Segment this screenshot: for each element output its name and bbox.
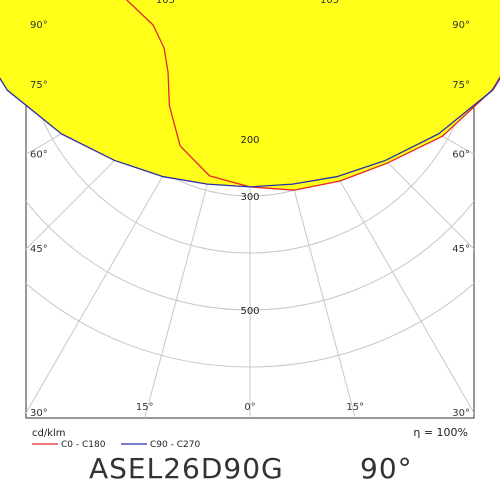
model-name: ASEL26D90G bbox=[89, 452, 284, 485]
radial-tick-200: 200 bbox=[240, 135, 259, 146]
angle-tick-left-60: 60° bbox=[30, 149, 48, 160]
angle-tick-right-15: 15° bbox=[346, 402, 364, 413]
legend-label-c0-c180: C0 - C180 bbox=[61, 440, 106, 450]
fill-c90-c270 bbox=[0, 0, 500, 187]
angle-tick-right-0: 0° bbox=[244, 402, 255, 413]
photometric-fill bbox=[0, 0, 500, 191]
angle-tick-left-30: 30° bbox=[30, 408, 48, 419]
angle-tick-labels: 105° 105° 90° 90° 75° 75° 60° 60° 45° 45° 30° 30° 15… bbox=[30, 0, 470, 419]
efficiency-label: η = 100% bbox=[413, 426, 468, 439]
legend-label-c90-c270: C90 - C270 bbox=[150, 440, 200, 450]
angle-tick-right-30: 30° bbox=[452, 408, 470, 419]
angle-tick-left-75: 75° bbox=[30, 80, 48, 91]
angle-tick-right-75: 75° bbox=[452, 80, 470, 91]
angle-tick-left-15: 15° bbox=[136, 402, 154, 413]
angle-tick-left-105: 105° bbox=[156, 0, 180, 6]
series-line-c90-c270 bbox=[0, 77, 500, 188]
angle-tick-right-105: 105° bbox=[320, 0, 344, 6]
angle-tick-right-90: 90° bbox=[452, 20, 470, 31]
angle-tick-right-60: 60° bbox=[452, 149, 470, 160]
angle-tick-left-90: 90° bbox=[30, 20, 48, 31]
radial-tick-500: 500 bbox=[240, 306, 259, 317]
unit-label: cd/klm bbox=[32, 428, 66, 439]
beam-angle: 90° bbox=[360, 452, 413, 485]
angle-tick-left-45: 45° bbox=[30, 244, 48, 255]
radial-tick-300: 300 bbox=[240, 192, 259, 203]
photometric-curves bbox=[0, 0, 500, 191]
legend: C0 - C180 C90 - C270 bbox=[32, 440, 200, 450]
radial-tick-labels: 200 300 500 bbox=[240, 135, 259, 317]
angle-tick-right-45: 45° bbox=[452, 244, 470, 255]
